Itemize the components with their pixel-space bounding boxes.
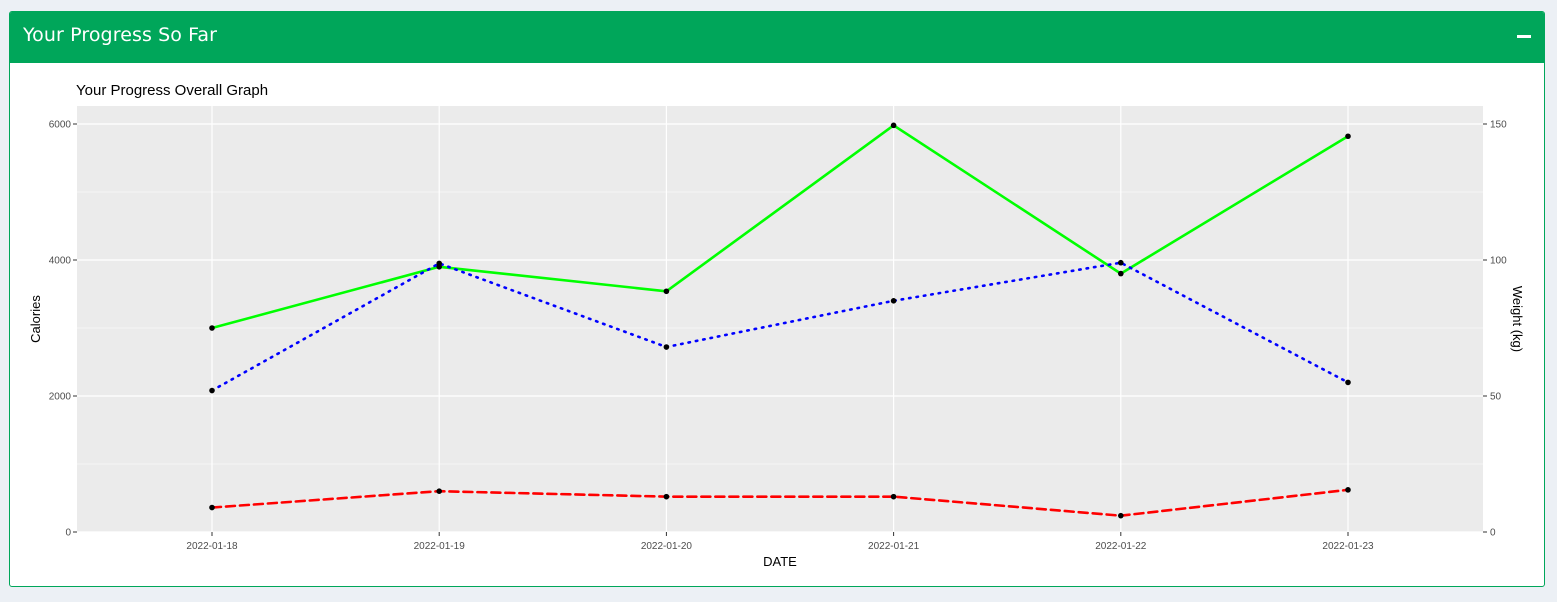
series-3-point xyxy=(1345,487,1351,493)
x-tick-label: 2022-01-20 xyxy=(641,541,693,552)
series-1-point xyxy=(663,288,670,295)
series-2-point xyxy=(209,387,215,394)
series-1-point xyxy=(1345,133,1351,140)
series-1-point xyxy=(209,325,215,331)
y-axis-label: Calories xyxy=(28,295,43,343)
panel-title: Your Progress So Far xyxy=(23,24,218,46)
series-2-point xyxy=(1345,379,1351,386)
x-axis-label: DATE xyxy=(763,554,797,569)
y2-axis-label: Weight (kg) xyxy=(1510,286,1525,352)
x-tick-label: 2022-01-21 xyxy=(868,541,920,552)
x-tick-label: 2022-01-19 xyxy=(414,541,466,552)
plot-background xyxy=(77,106,1483,532)
y-tick-label: 0 xyxy=(65,528,71,539)
y2-tick-label: 100 xyxy=(1490,256,1507,267)
y2-tick-label: 150 xyxy=(1490,120,1507,131)
series-3-point xyxy=(1118,512,1124,519)
x-tick-label: 2022-01-22 xyxy=(1095,541,1147,552)
series-line-1 xyxy=(210,124,1350,330)
series-2-point xyxy=(663,344,670,350)
chart-title: Your Progress Overall Graph xyxy=(76,82,268,99)
panel-header: Your Progress So Far xyxy=(10,12,1544,63)
series-3-point xyxy=(663,493,670,500)
series-3-point xyxy=(209,504,215,511)
y-tick-label: 4000 xyxy=(49,256,72,267)
series-3-point xyxy=(436,488,443,495)
minus-icon[interactable] xyxy=(1514,26,1534,46)
y-tick-label: 2000 xyxy=(49,392,72,403)
series-2-point xyxy=(1118,259,1124,266)
series-line-3 xyxy=(210,488,1350,517)
series-line-2 xyxy=(210,261,1350,392)
x-tick-label: 2022-01-23 xyxy=(1322,541,1374,552)
y-tick-label: 6000 xyxy=(49,120,72,131)
series-2-point xyxy=(436,260,443,267)
series-1-point xyxy=(890,122,897,129)
y2-tick-label: 50 xyxy=(1490,392,1502,403)
series-1-point xyxy=(1118,270,1124,277)
y2-tick-label: 0 xyxy=(1490,528,1496,539)
series-3-point xyxy=(890,493,897,500)
series-2-point xyxy=(890,298,897,304)
x-tick-label: 2022-01-18 xyxy=(186,541,238,552)
